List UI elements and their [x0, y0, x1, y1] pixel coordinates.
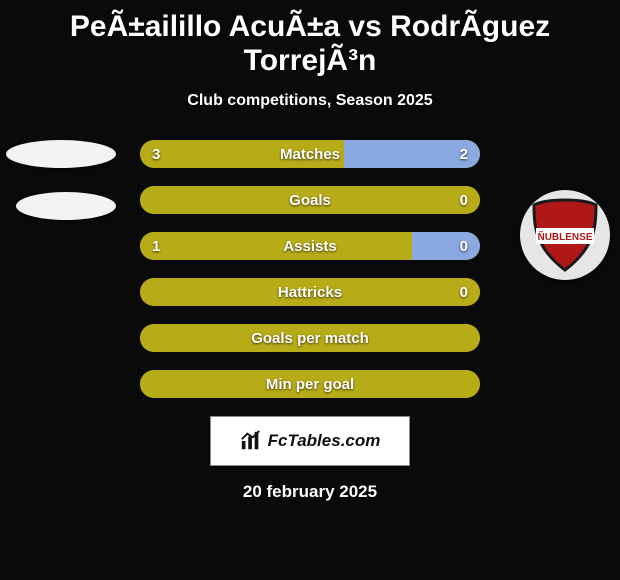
- left-player-avatar-2: [16, 192, 116, 220]
- right-club-crest: ÑUBLENSE: [520, 190, 610, 280]
- stat-label: Min per goal: [140, 370, 480, 398]
- footer-date: 20 february 2025: [0, 482, 620, 502]
- stat-label: Matches: [140, 140, 480, 168]
- comparison-panel: ÑUBLENSE Matches32Goals0Assists10Hattric…: [0, 140, 620, 398]
- stat-left-value: 3: [152, 140, 160, 168]
- stat-row: Goals0: [140, 186, 480, 214]
- stat-row: Matches3 2: [140, 140, 480, 168]
- stat-right-value: 2: [460, 140, 468, 168]
- chart-icon: [240, 430, 262, 452]
- left-player-avatar-1: [6, 140, 116, 168]
- stat-label: Assists: [140, 232, 480, 260]
- stat-row: Hattricks0: [140, 278, 480, 306]
- stat-label: Goals: [140, 186, 480, 214]
- stat-right-value: 0: [460, 278, 468, 306]
- stat-bars: Matches32Goals0Assists10Hattricks0Goals …: [140, 140, 480, 398]
- brand-box: FcTables.com: [210, 416, 410, 466]
- crest-label-text: ÑUBLENSE: [537, 230, 592, 243]
- stat-left-value: 1: [152, 232, 160, 260]
- stat-row: Assists1 0: [140, 232, 480, 260]
- page-subtitle: Club competitions, Season 2025: [0, 92, 620, 110]
- shield-icon: ÑUBLENSE: [530, 198, 600, 272]
- stat-label: Hattricks: [140, 278, 480, 306]
- stat-row: Goals per match: [140, 324, 480, 352]
- stat-label: Goals per match: [140, 324, 480, 352]
- brand-text: FcTables.com: [268, 431, 381, 451]
- stat-right-value: 0: [460, 232, 468, 260]
- stat-right-value: 0: [460, 186, 468, 214]
- page-title: PeÃ±ailillo AcuÃ±a vs RodrÃ­guez TorrejÃ…: [0, 0, 620, 78]
- stat-row: Min per goal: [140, 370, 480, 398]
